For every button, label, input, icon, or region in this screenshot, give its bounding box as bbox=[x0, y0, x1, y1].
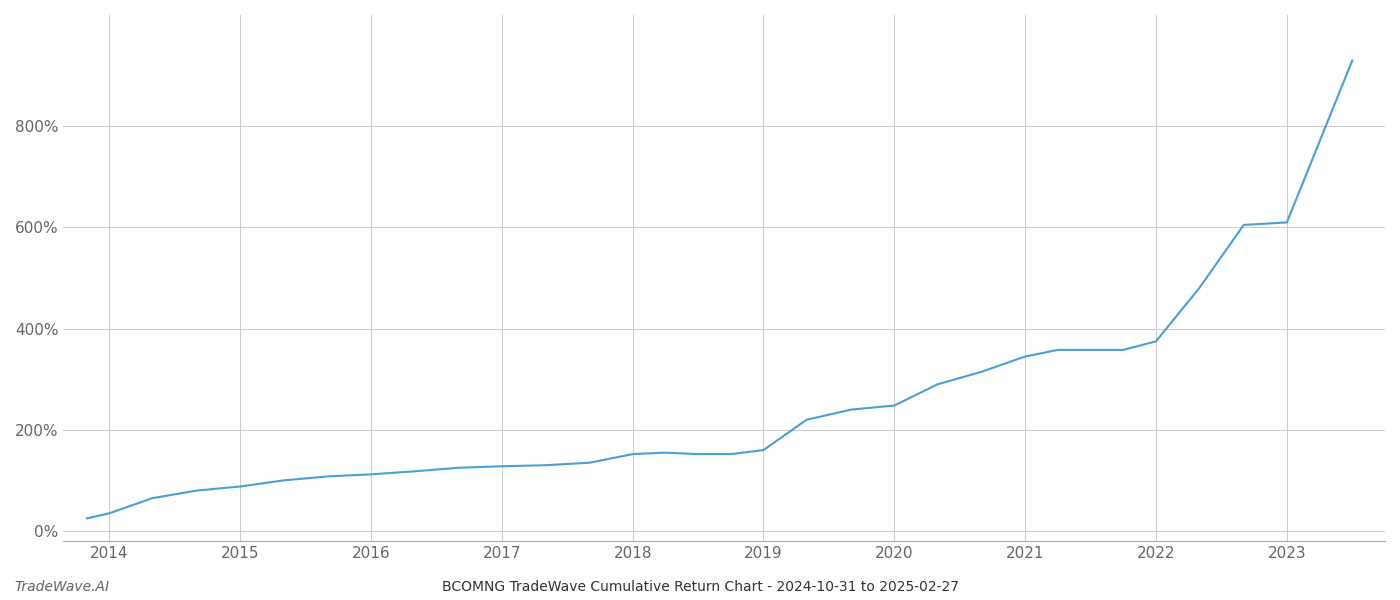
Text: TradeWave.AI: TradeWave.AI bbox=[14, 580, 109, 594]
Text: BCOMNG TradeWave Cumulative Return Chart - 2024-10-31 to 2025-02-27: BCOMNG TradeWave Cumulative Return Chart… bbox=[441, 580, 959, 594]
